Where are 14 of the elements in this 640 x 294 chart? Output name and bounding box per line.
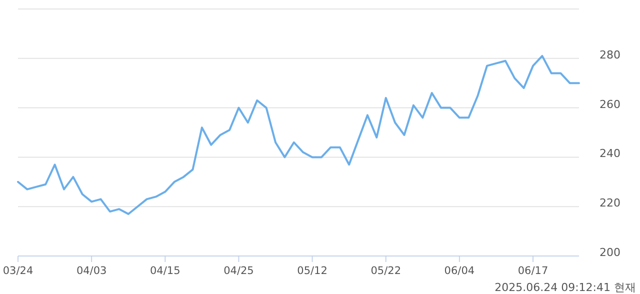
- x-tick-label: 06/17: [518, 264, 548, 277]
- x-tick-label: 06/04: [444, 264, 475, 277]
- x-tick-label: 05/22: [370, 264, 401, 277]
- y-tick-label: 220: [600, 196, 620, 210]
- y-tick-label: 240: [600, 147, 620, 160]
- y-tick-label: 260: [600, 98, 620, 111]
- x-tick-label: 04/25: [224, 264, 254, 277]
- x-tick-label: 04/03: [76, 264, 107, 277]
- x-tick-label: 04/15: [150, 264, 180, 277]
- x-tick-label: 03/24: [2, 264, 34, 277]
- x-tick-label: 05/12: [297, 264, 328, 277]
- y-tick-label: 280: [600, 48, 620, 62]
- text: 2025.06.24 09:12:41 현재: [494, 281, 636, 294]
- y-tick-label: 200: [600, 246, 620, 260]
